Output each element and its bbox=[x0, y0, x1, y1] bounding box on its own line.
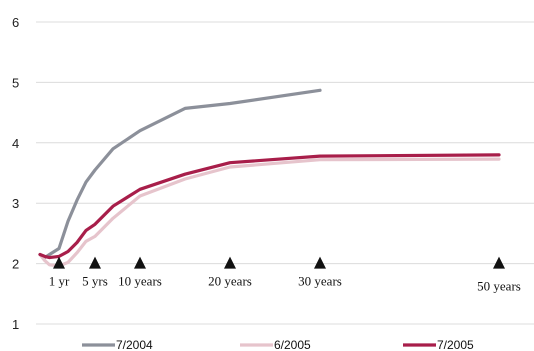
marker-triangle bbox=[493, 256, 505, 269]
marker-triangle bbox=[224, 256, 236, 269]
series-line-6-2005 bbox=[38, 157, 501, 268]
marker-label: 50 years bbox=[477, 279, 521, 294]
y-tick-label: 1 bbox=[12, 317, 19, 332]
y-axis-tick-labels: 1 2 3 4 5 6 bbox=[12, 15, 19, 332]
legend-label: 7/2004 bbox=[116, 338, 153, 351]
marker-label: 30 years bbox=[298, 274, 342, 289]
marker-label: 20 years bbox=[208, 274, 252, 289]
y-tick-label: 4 bbox=[12, 136, 19, 151]
marker-triangle bbox=[89, 256, 101, 269]
marker-triangle bbox=[314, 256, 326, 269]
y-tick-label: 2 bbox=[12, 257, 19, 272]
marker-label: 10 years bbox=[118, 274, 162, 289]
marker-triangle bbox=[134, 256, 146, 269]
maturity-markers: 1 yr 5 yrs 10 years 20 years 30 years 50 year… bbox=[49, 256, 521, 294]
marker-label: 1 yr bbox=[49, 274, 70, 289]
marker-triangle bbox=[53, 256, 65, 269]
legend: 7/2004 6/2005 7/2005 bbox=[82, 338, 474, 351]
y-tick-label: 5 bbox=[12, 75, 19, 90]
series-line-7-2004 bbox=[38, 88, 322, 260]
gridlines bbox=[36, 21, 534, 325]
marker-label: 5 yrs bbox=[82, 274, 108, 289]
series-lines bbox=[38, 88, 501, 268]
y-tick-label: 6 bbox=[12, 15, 19, 30]
y-tick-label: 3 bbox=[12, 196, 19, 211]
legend-label: 6/2005 bbox=[274, 338, 311, 351]
series-line-7-2005 bbox=[38, 153, 501, 260]
legend-label: 7/2005 bbox=[437, 338, 474, 351]
